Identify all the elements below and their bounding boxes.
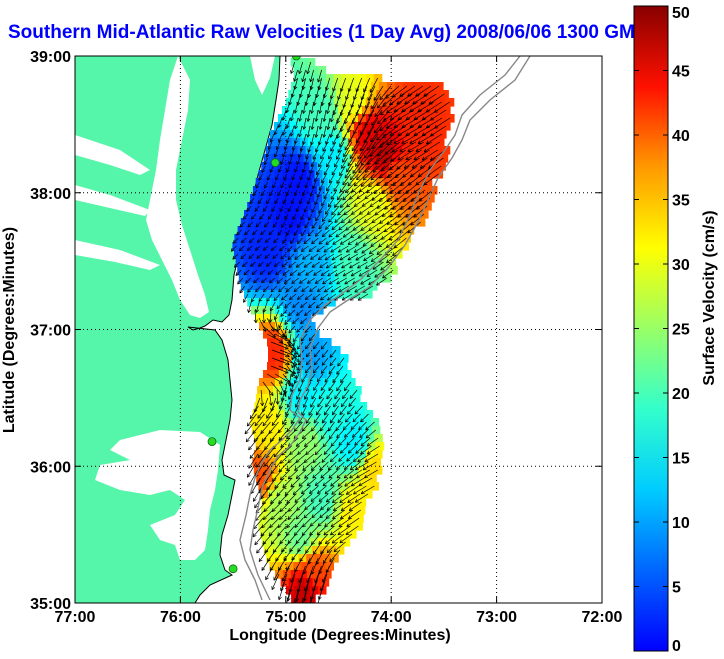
y-tick-label: 36:00: [30, 459, 71, 476]
x-axis-label: Longitude (Degrees:Minutes): [229, 627, 450, 644]
y-tick-label: 35:00: [30, 596, 71, 613]
x-tick-label: 75:00: [265, 609, 306, 626]
sound-water: [95, 430, 220, 560]
colorbar-tick-label: 20: [672, 386, 690, 403]
radar-station-marker: [270, 158, 280, 168]
x-axis: 77:00 76:00 75:00 74:00 73:00 72:00: [55, 56, 623, 626]
radar-stations: [207, 56, 301, 574]
colorbar-ticks: 0 5 10 15 20 25 30 35 40 45 50: [634, 5, 690, 655]
colorbar-tick-label: 10: [672, 515, 690, 532]
estuary-inlet: [75, 135, 150, 175]
colorbar-tick-label: 15: [672, 451, 690, 468]
bathymetry-contour: [249, 56, 531, 601]
colorbar-tick-label: 45: [672, 64, 690, 81]
colorbar-tick-label: 5: [672, 580, 681, 597]
radar-station-marker: [228, 564, 238, 574]
x-tick-label: 72:00: [582, 609, 623, 626]
estuary-inlet: [75, 185, 150, 216]
x-tick-label: 73:00: [476, 609, 517, 626]
bay-water: [250, 56, 275, 95]
colorbar-tick-label: 25: [672, 322, 690, 339]
x-tick-label: 77:00: [55, 609, 96, 626]
colorbar-label: Surface Velocity (cm/s): [701, 210, 718, 385]
radar-station-marker: [291, 56, 301, 61]
x-tick-label: 76:00: [160, 609, 201, 626]
map-title: Southern Mid-Atlantic Raw Velocities (1 …: [8, 22, 647, 43]
colorbar-tick-label: 0: [672, 638, 681, 655]
bay-water: [146, 56, 209, 318]
radar-station-marker: [207, 437, 217, 447]
x-tick-label: 74:00: [371, 609, 412, 626]
colorbar: [633, 5, 669, 652]
colorbar-tick-label: 35: [672, 193, 690, 210]
y-axis: 35:00 36:00 37:00 38:00 39:00: [30, 49, 602, 613]
y-tick-label: 37:00: [30, 323, 71, 340]
y-tick-label: 39:00: [30, 49, 71, 66]
colorbar-tick-label: 40: [672, 128, 690, 145]
colorbar-tick-label: 50: [672, 5, 690, 22]
bathymetry-contour: [239, 56, 521, 601]
velocity-arrows: [230, 61, 451, 603]
y-axis-label: Latitude (Degrees:Minutes): [1, 227, 18, 433]
colorbar-tick-label: 30: [672, 257, 690, 274]
y-tick-label: 38:00: [30, 186, 71, 203]
estuary-inlet: [75, 240, 160, 270]
